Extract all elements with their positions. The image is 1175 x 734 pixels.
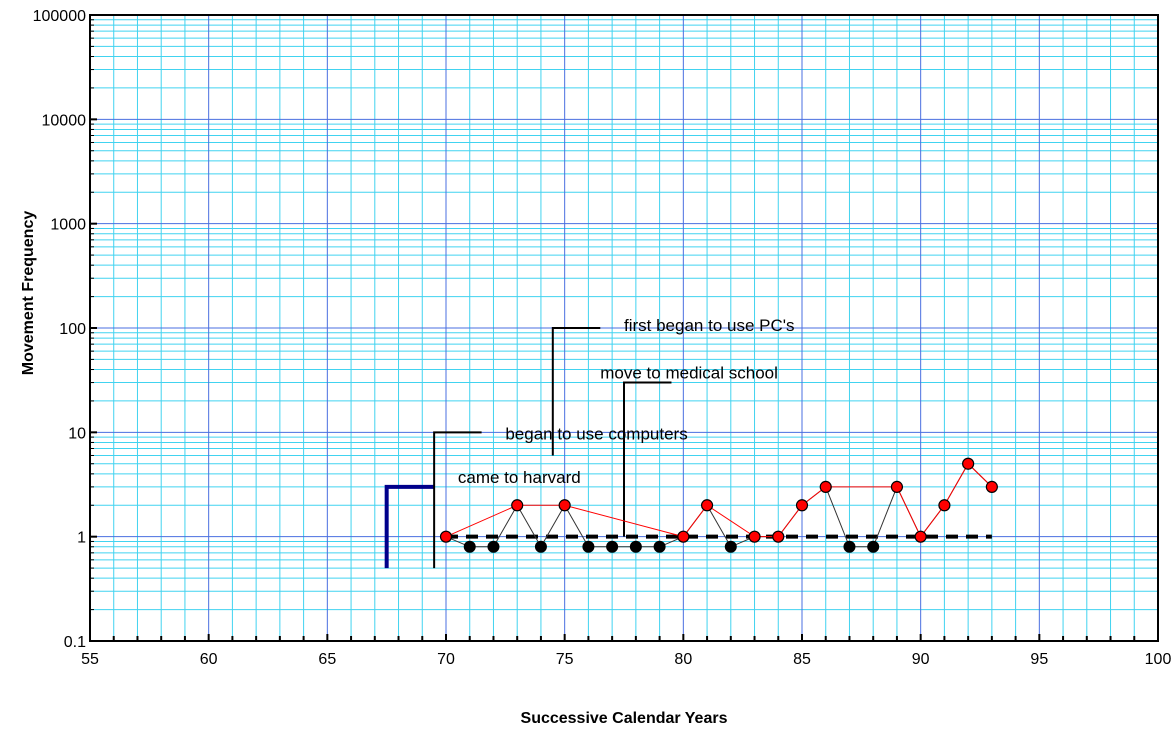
x-tick-label: 55 <box>81 651 99 668</box>
frequency-point <box>914 530 927 543</box>
frequency-point <box>677 530 690 543</box>
zero-point <box>867 540 880 553</box>
x-tick-label: 100 <box>1145 651 1172 668</box>
annotation-label: first began to use PC's <box>624 316 795 335</box>
y-tick-label: 100 <box>59 321 86 338</box>
annotation-label: began to use computers <box>505 424 687 443</box>
frequency-point <box>795 499 809 512</box>
x-axis-tick-labels: 55 60 65 70 75 80 85 90 95 100 <box>81 651 1171 668</box>
annotation-bracket <box>384 484 435 569</box>
series-layer <box>439 457 998 553</box>
frequency-line <box>445 462 993 538</box>
x-tick-label: 90 <box>912 651 930 668</box>
frequency-point <box>439 530 453 543</box>
y-axis-title: Movement Frequency <box>20 211 37 376</box>
axis-tick-marks <box>89 14 1159 642</box>
y-tick-label: 0.1 <box>64 634 86 651</box>
frequency-point <box>962 457 975 470</box>
annotation-bracket <box>551 327 601 456</box>
x-tick-label: 85 <box>793 651 811 668</box>
annotation-bracket <box>623 381 672 537</box>
y-tick-label: 1 <box>77 530 86 547</box>
zero-point <box>724 540 737 553</box>
frequency-point <box>890 480 904 493</box>
frequency-point <box>772 530 785 543</box>
zero-point <box>463 540 476 553</box>
annotation-label: move to medical school <box>600 364 778 383</box>
x-tick-label: 65 <box>318 651 336 668</box>
zero-point <box>534 540 547 553</box>
frequency-point <box>748 530 761 543</box>
x-tick-label: 80 <box>674 651 692 668</box>
y-axis-tick-labels: 0.1 1 10 100 1000 10000 100000 <box>33 8 86 651</box>
y-tick-label: 10 <box>68 425 86 442</box>
frequency-point <box>700 499 714 512</box>
zero-point <box>606 540 619 553</box>
x-tick-label: 70 <box>437 651 455 668</box>
frequency-point <box>938 499 951 512</box>
x-tick-label: 95 <box>1030 651 1048 668</box>
zero-point <box>582 540 595 553</box>
frequency-point <box>985 480 998 493</box>
x-axis-title: Successive Calendar Years <box>521 710 728 727</box>
zero-point <box>629 540 642 553</box>
frequency-point <box>558 499 571 512</box>
x-tick-label: 60 <box>200 651 218 668</box>
zero-point <box>843 540 856 553</box>
y-tick-label: 100000 <box>33 8 86 25</box>
frequency-point <box>511 499 524 512</box>
x-tick-label: 75 <box>556 651 574 668</box>
zero-point <box>487 540 500 553</box>
annotation-bracket <box>433 431 482 569</box>
frequency-point <box>819 480 832 493</box>
zero-point <box>653 540 666 553</box>
annotation-label: came to harvard <box>458 468 581 487</box>
y-tick-label: 10000 <box>42 112 87 129</box>
phase-annotations: came to harvard began to use computers fir… <box>384 316 795 569</box>
y-tick-label: 1000 <box>50 217 86 234</box>
